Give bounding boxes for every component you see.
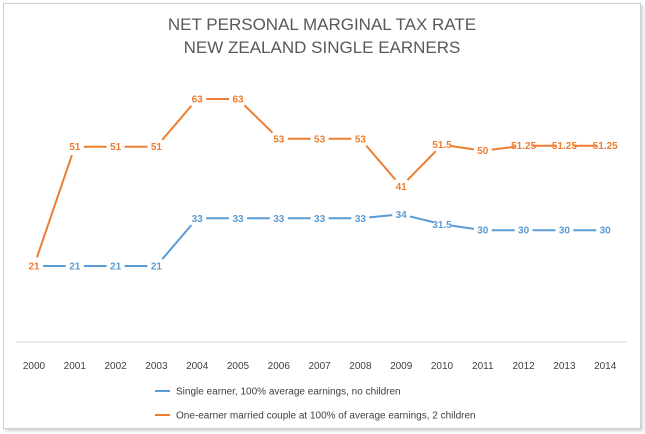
legend-label: Single earner, 100% average earnings, no…	[176, 387, 401, 398]
series-2-data-label: 41	[396, 182, 408, 193]
series-2-data-label: 21	[28, 262, 40, 273]
x-tick-label: 2008	[349, 361, 372, 372]
series-1-data-label: 31.5	[432, 220, 452, 231]
series-2-segment	[491, 145, 515, 151]
series-2-segment	[406, 150, 437, 181]
series-1-data-label: 30	[518, 226, 530, 237]
series-2-data-label: 51.25	[552, 141, 577, 152]
chart-title: NET PERSONAL MARGINAL TAX RATE NEW ZEALA…	[168, 15, 476, 57]
x-tick-label: 2005	[227, 361, 250, 372]
series-2-data-label: 53	[355, 134, 367, 145]
series-2-data-label: 63	[192, 95, 204, 106]
series-1-data-label: 21	[69, 262, 81, 273]
series-2-segment	[35, 154, 73, 258]
series-1-segment	[161, 224, 193, 260]
x-tick-label: 2011	[472, 361, 494, 372]
series-2-data-label: 51	[69, 142, 81, 153]
legend-item-2: One-earner married couple at 100% of ave…	[155, 411, 476, 422]
series-1-data-label: 34	[396, 210, 408, 221]
line-chart: NET PERSONAL MARGINAL TAX RATE NEW ZEALA…	[16, 15, 627, 422]
series-1-segment	[409, 215, 434, 224]
x-tick-label: 2006	[268, 361, 291, 372]
series-1-segment	[450, 224, 475, 230]
x-tick-label: 2010	[431, 361, 454, 372]
series-2-data-label: 53	[314, 134, 326, 145]
series-1-segment	[369, 214, 393, 219]
series-2-data-label: 51.25	[593, 141, 618, 152]
series-2-segment	[450, 145, 475, 151]
x-tick-label: 2000	[23, 361, 46, 372]
series-lines	[35, 98, 597, 267]
series-1-data-label: 30	[477, 226, 489, 237]
series-2-data-label: 53	[273, 134, 285, 145]
x-tick-label: 2003	[145, 361, 168, 372]
chart-title-line-1: NET PERSONAL MARGINAL TAX RATE	[168, 15, 476, 34]
legend-label: One-earner married couple at 100% of ave…	[176, 411, 476, 422]
x-tick-label: 2007	[308, 361, 331, 372]
series-1-data-label: 30	[559, 226, 571, 237]
x-tick-label: 2013	[553, 361, 576, 372]
chart-frame: NET PERSONAL MARGINAL TAX RATE NEW ZEALA…	[3, 3, 641, 429]
series-2-segment	[243, 104, 274, 134]
x-tick-label: 2001	[64, 361, 87, 372]
series-2-segment	[365, 144, 397, 181]
series-1-data-label: 30	[600, 226, 612, 237]
x-tick-label: 2012	[512, 361, 535, 372]
series-2-data-label: 51	[151, 142, 163, 153]
series-1-data-label: 33	[273, 214, 285, 225]
chart-title-line-2: NEW ZEALAND SINGLE EARNERS	[184, 38, 461, 57]
series-1-data-label: 21	[151, 262, 163, 273]
x-tick-label: 2009	[390, 361, 413, 372]
data-labels: 21 21 21 33 33 33 33 33 34 31.5 30 30 30 30 21 51 51 51 63…	[28, 95, 618, 273]
series-2-data-label: 63	[232, 95, 244, 106]
series-1-data-label: 33	[314, 214, 326, 225]
series-1-data-label: 33	[355, 214, 367, 225]
series-2-segment	[161, 105, 193, 141]
series-2-data-label: 51	[110, 142, 122, 153]
x-tick-label: 2002	[104, 361, 127, 372]
series-1-data-label: 33	[232, 214, 244, 225]
series-1-data-label: 21	[110, 262, 122, 273]
legend-item-1: Single earner, 100% average earnings, no…	[155, 387, 401, 398]
series-2-data-label: 51.5	[432, 140, 452, 151]
series-1-data-label: 33	[192, 214, 204, 225]
x-axis-tick-labels: 2000 2001 2002 2003 2004 2005 2006 2007 2008 2009…	[23, 361, 617, 372]
series-2-data-label: 50	[477, 146, 489, 157]
series-2-data-label: 51.25	[511, 141, 536, 152]
legend: Single earner, 100% average earnings, no…	[155, 387, 476, 422]
x-tick-label: 2014	[594, 361, 617, 372]
x-tick-label: 2004	[186, 361, 209, 372]
